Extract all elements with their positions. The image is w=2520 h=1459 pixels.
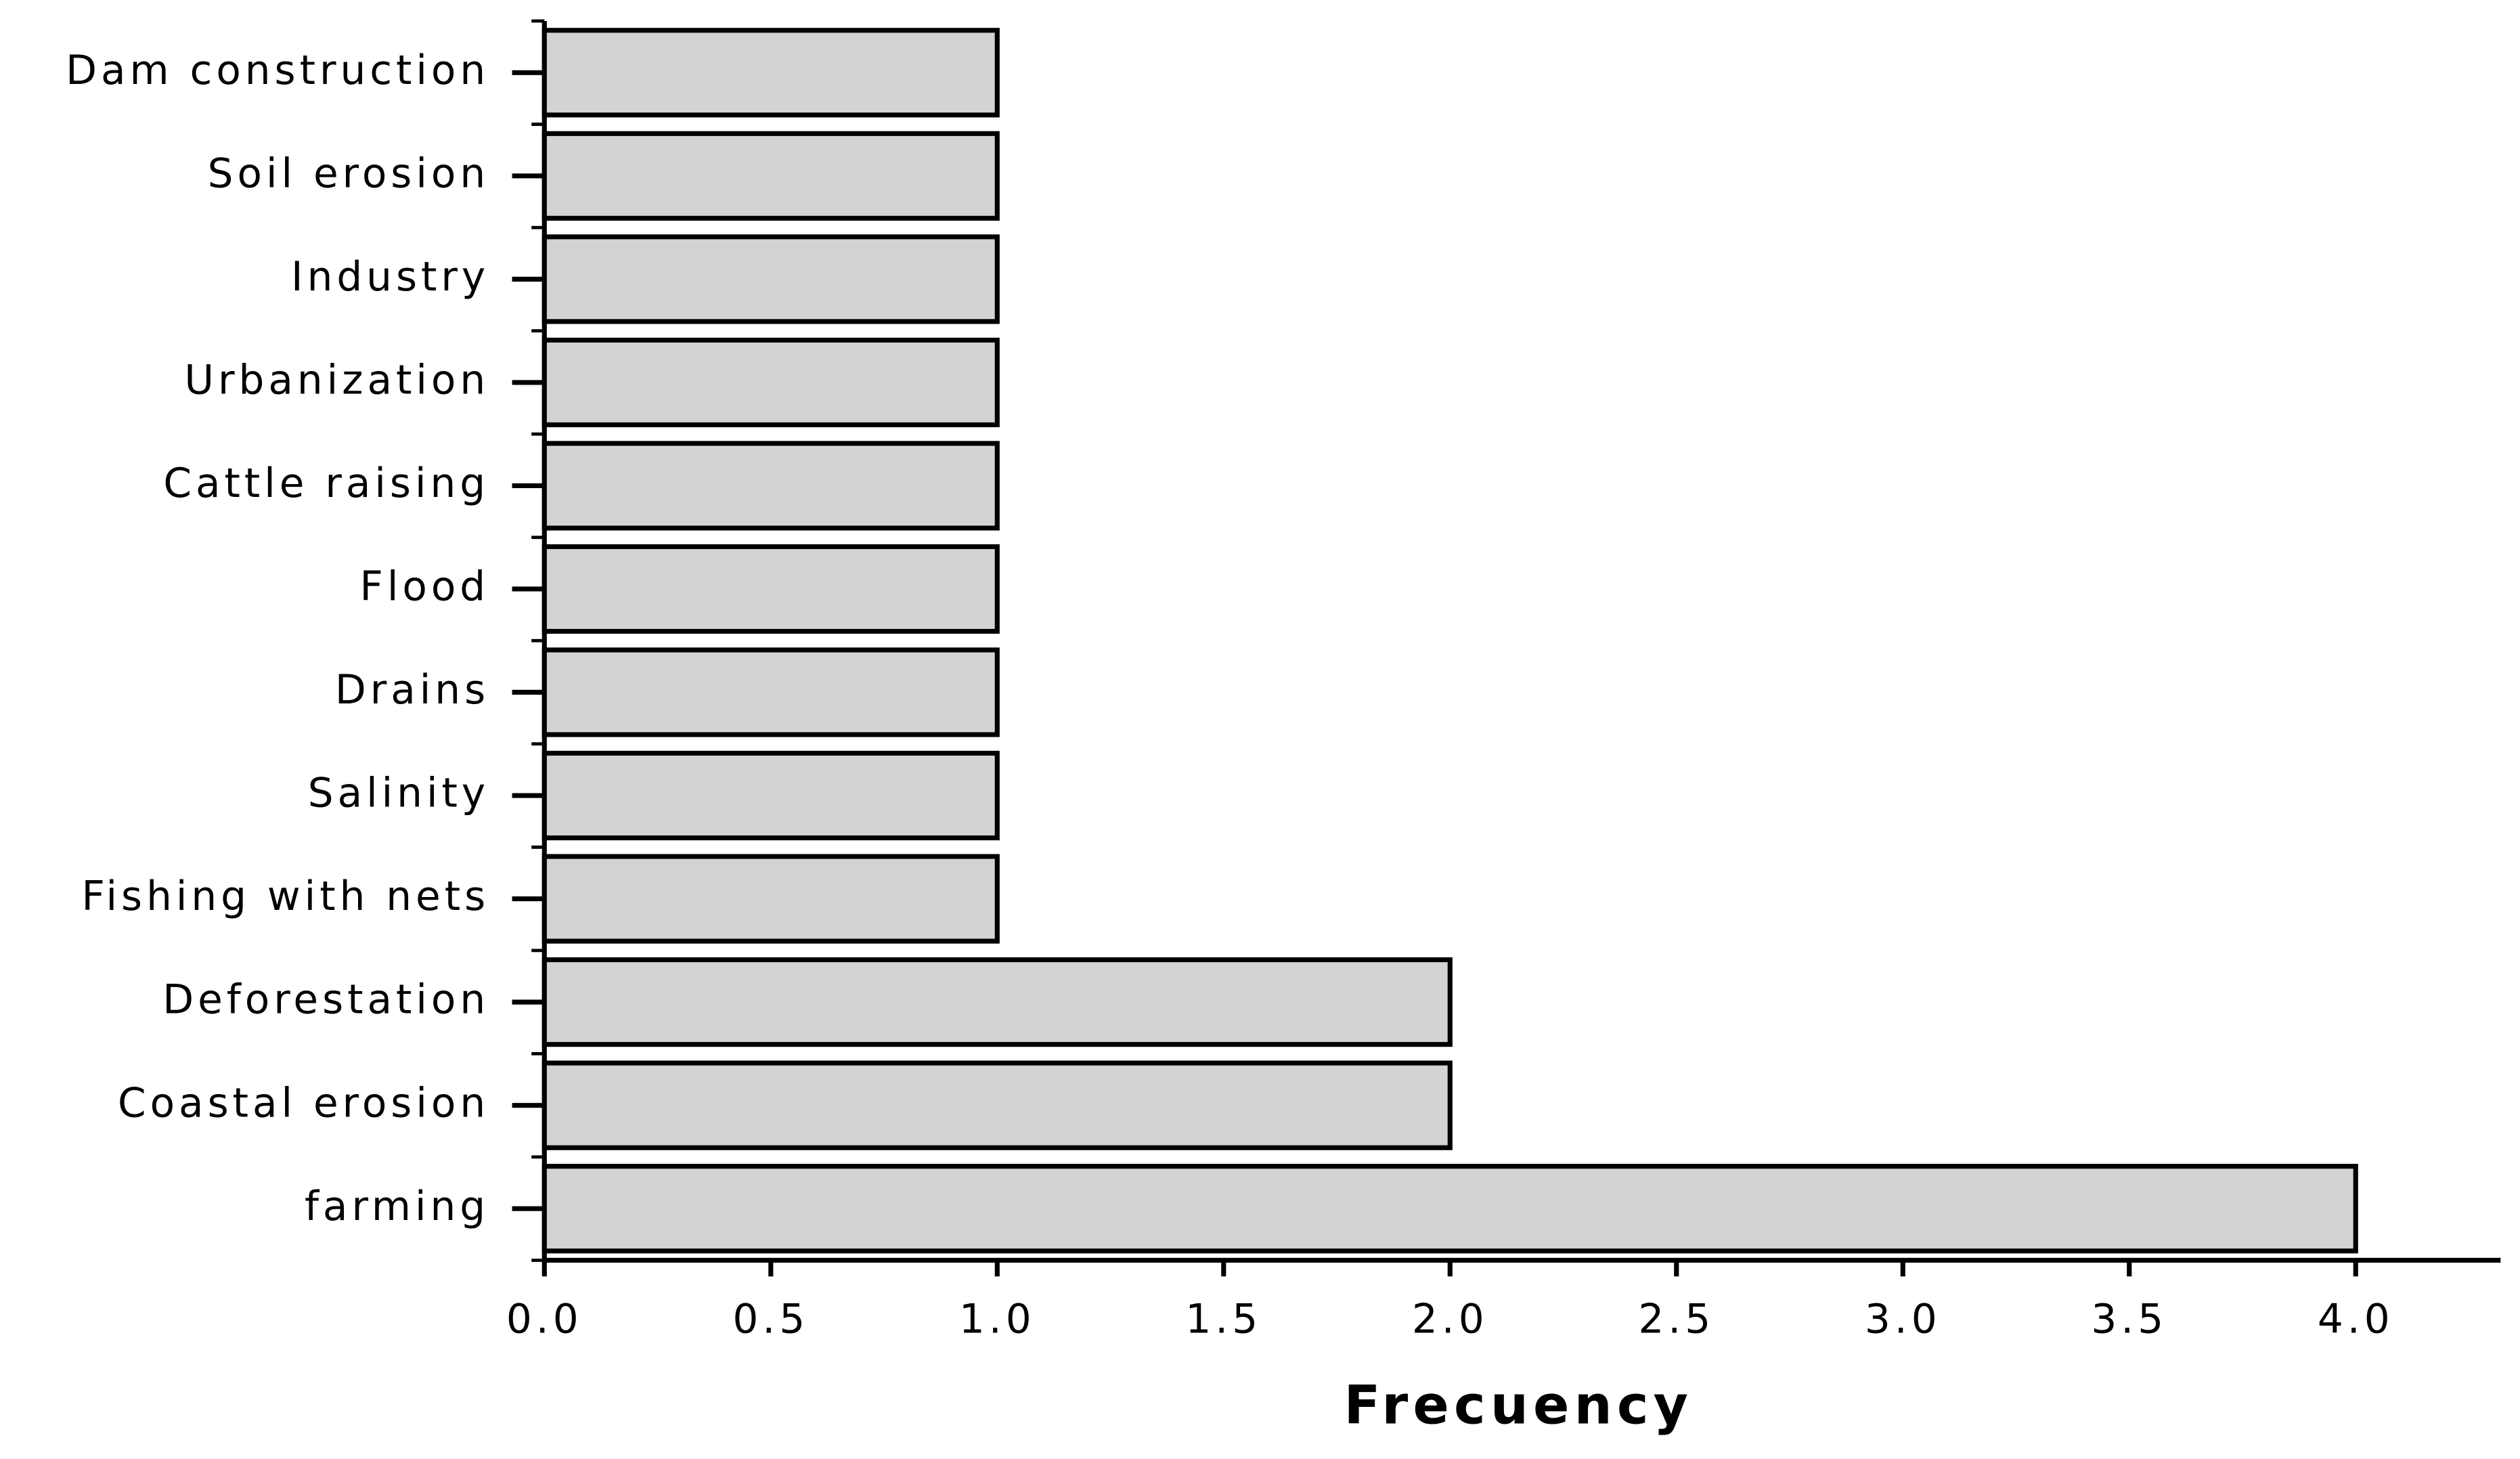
bar	[541, 441, 1000, 531]
x-tick-label: 4.0	[2318, 1297, 2394, 1343]
x-tick-label: 0.0	[506, 1297, 583, 1343]
y-tick-label: Industry	[291, 254, 489, 301]
y-tick-label: Salinity	[308, 770, 489, 817]
y-tick-label: Cattle raising	[163, 460, 489, 507]
bar	[541, 1060, 1453, 1150]
x-tick-label: 3.5	[2091, 1297, 2167, 1343]
bar	[541, 28, 1000, 118]
bar	[541, 234, 1000, 324]
x-axis-label: Frecuency	[1344, 1374, 1694, 1436]
x-tick-label: 1.5	[1185, 1297, 1262, 1343]
bar	[541, 750, 1000, 841]
bar	[541, 957, 1453, 1047]
x-tick-label: 3.0	[1865, 1297, 1941, 1343]
bar	[541, 1164, 2358, 1254]
bar	[541, 647, 1000, 737]
y-tick-label: Drains	[335, 667, 489, 714]
x-tick-label: 2.5	[1638, 1297, 1715, 1343]
y-tick-label: Urbanization	[184, 357, 489, 404]
x-tick-label: 2.0	[1412, 1297, 1488, 1343]
x-tick-label: 1.0	[959, 1297, 1036, 1343]
y-tick-label: Coastal erosion	[118, 1080, 489, 1127]
y-tick-label: Dam construction	[66, 47, 489, 94]
bar	[541, 131, 1000, 221]
bar	[541, 337, 1000, 428]
y-tick-label: Fishing with nets	[82, 873, 490, 920]
x-tick-label: 0.5	[732, 1297, 809, 1343]
y-tick-label: Deforestation	[162, 977, 489, 1024]
y-tick-label: Flood	[360, 564, 490, 611]
y-tick-label: Soil erosion	[208, 150, 489, 197]
y-tick-label: farming	[305, 1183, 489, 1230]
bar	[541, 544, 1000, 634]
bar	[541, 854, 1000, 944]
